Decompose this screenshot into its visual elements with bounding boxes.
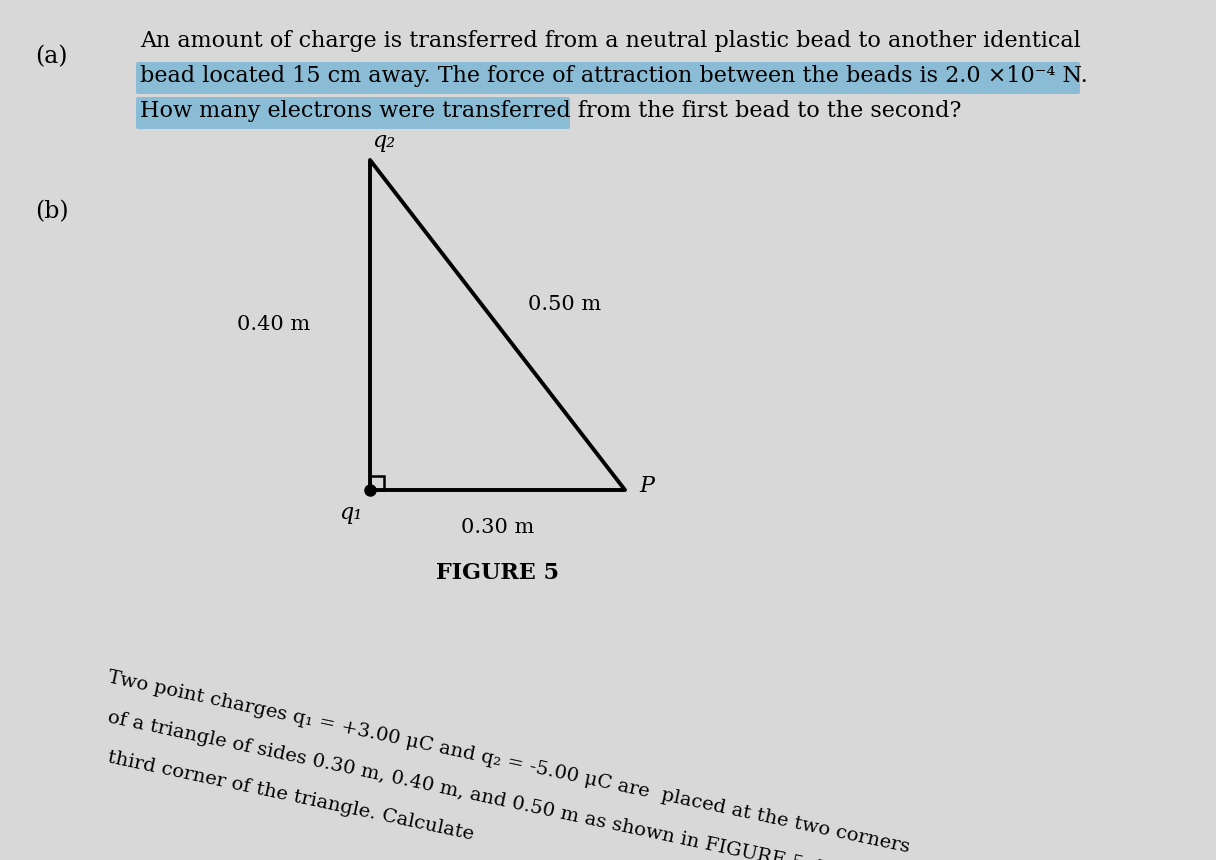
Text: q₂: q₂	[372, 130, 395, 152]
Text: third corner of the triangle. Calculate: third corner of the triangle. Calculate	[106, 748, 475, 844]
Text: Two point charges q₁ = +3.00 μC and q₂ = -5.00 μC are  placed at the two corners: Two point charges q₁ = +3.00 μC and q₂ =…	[106, 668, 912, 856]
Text: An amount of charge is transferred from a neutral plastic bead to another identi: An amount of charge is transferred from …	[140, 30, 1081, 52]
FancyBboxPatch shape	[136, 97, 570, 129]
Text: P: P	[638, 475, 654, 497]
Text: bead located 15 cm away. The force of attraction between the beads is 2.0 ×10⁻⁴ : bead located 15 cm away. The force of at…	[140, 65, 1088, 87]
Text: q₁: q₁	[339, 502, 362, 524]
Text: (b): (b)	[35, 200, 68, 223]
Text: of a triangle of sides 0.30 m, 0.40 m, and 0.50 m as shown in FIGURE 5. P is th: of a triangle of sides 0.30 m, 0.40 m, a…	[106, 708, 879, 860]
Text: 0.50 m: 0.50 m	[528, 296, 601, 315]
Text: How many electrons were transferred from the first bead to the second?: How many electrons were transferred from…	[140, 100, 962, 122]
Text: (a): (a)	[35, 45, 68, 68]
Bar	[370, 476, 384, 490]
Text: FIGURE 5: FIGURE 5	[437, 562, 559, 584]
FancyBboxPatch shape	[136, 62, 1080, 94]
Text: 0.30 m: 0.30 m	[461, 518, 534, 537]
Text: 0.40 m: 0.40 m	[237, 316, 310, 335]
